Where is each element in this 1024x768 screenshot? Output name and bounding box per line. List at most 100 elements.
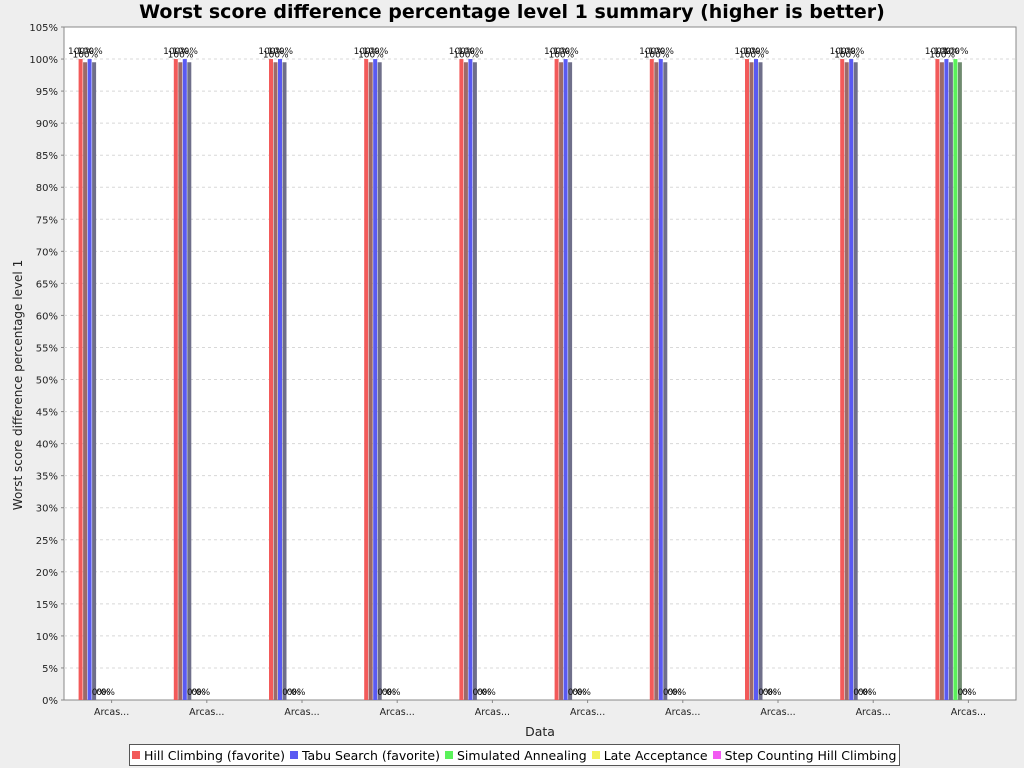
- data-label: 0%: [291, 688, 306, 698]
- data-label: 0%: [196, 688, 211, 698]
- legend-entry: Simulated Annealing: [445, 748, 587, 763]
- data-label: 100%: [548, 50, 574, 60]
- bar: [939, 62, 944, 700]
- bar: [373, 59, 378, 701]
- data-label: 0%: [962, 688, 977, 698]
- x-tick-label: Arcas...: [189, 707, 224, 718]
- data-label: 100%: [839, 47, 865, 57]
- bar: [563, 59, 568, 701]
- y-tick-label: 50%: [36, 376, 58, 387]
- y-tick-label: 25%: [36, 536, 58, 547]
- bar: [568, 62, 573, 700]
- y-tick-label: 80%: [36, 183, 58, 194]
- data-label: 0%: [92, 688, 107, 698]
- data-label: 0%: [191, 688, 206, 698]
- bar: [78, 59, 83, 701]
- bar: [953, 59, 958, 701]
- legend-swatch: [132, 751, 140, 759]
- data-label: 100%: [834, 50, 860, 60]
- data-label: 100%: [453, 50, 479, 60]
- x-tick-label: Arcas...: [94, 707, 129, 718]
- y-tick-label: 45%: [36, 408, 58, 419]
- data-label: 100%: [644, 50, 670, 60]
- data-label: 100%: [72, 50, 98, 60]
- y-tick-label: 105%: [29, 23, 58, 34]
- legend-swatch: [289, 751, 298, 759]
- y-tick-label: 85%: [36, 151, 58, 162]
- data-label: 0%: [853, 688, 868, 698]
- bar: [654, 62, 659, 700]
- bar: [468, 59, 473, 701]
- bar: [745, 59, 749, 701]
- legend-entry: Tabu Search (favorite): [289, 748, 440, 763]
- bar: [269, 59, 273, 701]
- data-label: 100%: [553, 47, 579, 57]
- y-tick-label: 15%: [36, 600, 58, 611]
- bar: [178, 62, 183, 700]
- x-tick-label: Arcas...: [665, 707, 700, 718]
- y-tick-label: 20%: [36, 568, 58, 579]
- bar: [182, 59, 187, 701]
- y-tick-label: 60%: [36, 311, 58, 322]
- data-label: 100%: [943, 47, 969, 57]
- data-label: 0%: [282, 688, 297, 698]
- data-label: 0%: [482, 688, 497, 698]
- x-tick-label: Arcas...: [380, 707, 415, 718]
- bar: [273, 62, 278, 700]
- data-label: 100%: [358, 50, 384, 60]
- legend-label: Hill Climbing (favorite): [144, 747, 285, 763]
- data-label: 0%: [572, 688, 587, 698]
- y-tick-label: 5%: [42, 664, 58, 675]
- bar: [554, 59, 559, 701]
- y-tick-label: 75%: [36, 215, 58, 226]
- bar: [472, 62, 477, 700]
- x-tick-label: Arcas...: [951, 707, 986, 718]
- legend-label: Late Acceptance: [603, 747, 708, 763]
- data-label: 100%: [263, 50, 289, 60]
- data-label: 0%: [758, 688, 773, 698]
- bar: [853, 62, 858, 700]
- data-label: 0%: [568, 688, 583, 698]
- x-axis-label: Data: [525, 724, 555, 739]
- data-label: 100%: [172, 47, 198, 57]
- bar: [187, 62, 192, 700]
- data-label: 0%: [958, 688, 973, 698]
- bar: [658, 59, 663, 701]
- y-tick-label: 90%: [36, 119, 58, 130]
- data-label: 0%: [101, 688, 116, 698]
- y-tick-label: 95%: [36, 87, 58, 98]
- y-axis-label: Worst score difference percentage level …: [11, 260, 25, 510]
- data-label: 100%: [934, 47, 960, 57]
- data-label: 100%: [449, 47, 475, 57]
- bar: [849, 59, 854, 701]
- data-labels: 100%100%100%0%0%0%100%100%100%0%0%0%100%…: [68, 47, 977, 698]
- data-label: 0%: [377, 688, 392, 698]
- bar: [944, 59, 949, 701]
- bar: [377, 62, 382, 700]
- data-label: 100%: [168, 50, 194, 60]
- bar: [368, 62, 373, 700]
- data-label: 100%: [267, 47, 293, 57]
- data-label: 0%: [386, 688, 401, 698]
- data-label: 100%: [544, 47, 570, 57]
- bar: [282, 62, 287, 700]
- data-label: 0%: [763, 688, 778, 698]
- data-label: 100%: [739, 50, 765, 60]
- legend-entry: Hill Climbing (favorite): [132, 748, 285, 763]
- x-tick-label: Arcas...: [475, 707, 510, 718]
- y-tick-label: 35%: [36, 472, 58, 483]
- bar: [948, 62, 953, 700]
- data-label: 100%: [734, 47, 760, 57]
- y-tick-label: 10%: [36, 632, 58, 643]
- bar: [649, 59, 654, 701]
- bar: [173, 59, 178, 701]
- y-tick-label: 55%: [36, 343, 58, 354]
- bar: [463, 62, 468, 700]
- data-label: 0%: [767, 688, 782, 698]
- data-label: 100%: [354, 47, 380, 57]
- bar: [364, 59, 369, 701]
- data-label: 100%: [830, 47, 856, 57]
- chart-title: Worst score difference percentage level …: [139, 1, 885, 23]
- bar: [749, 62, 754, 700]
